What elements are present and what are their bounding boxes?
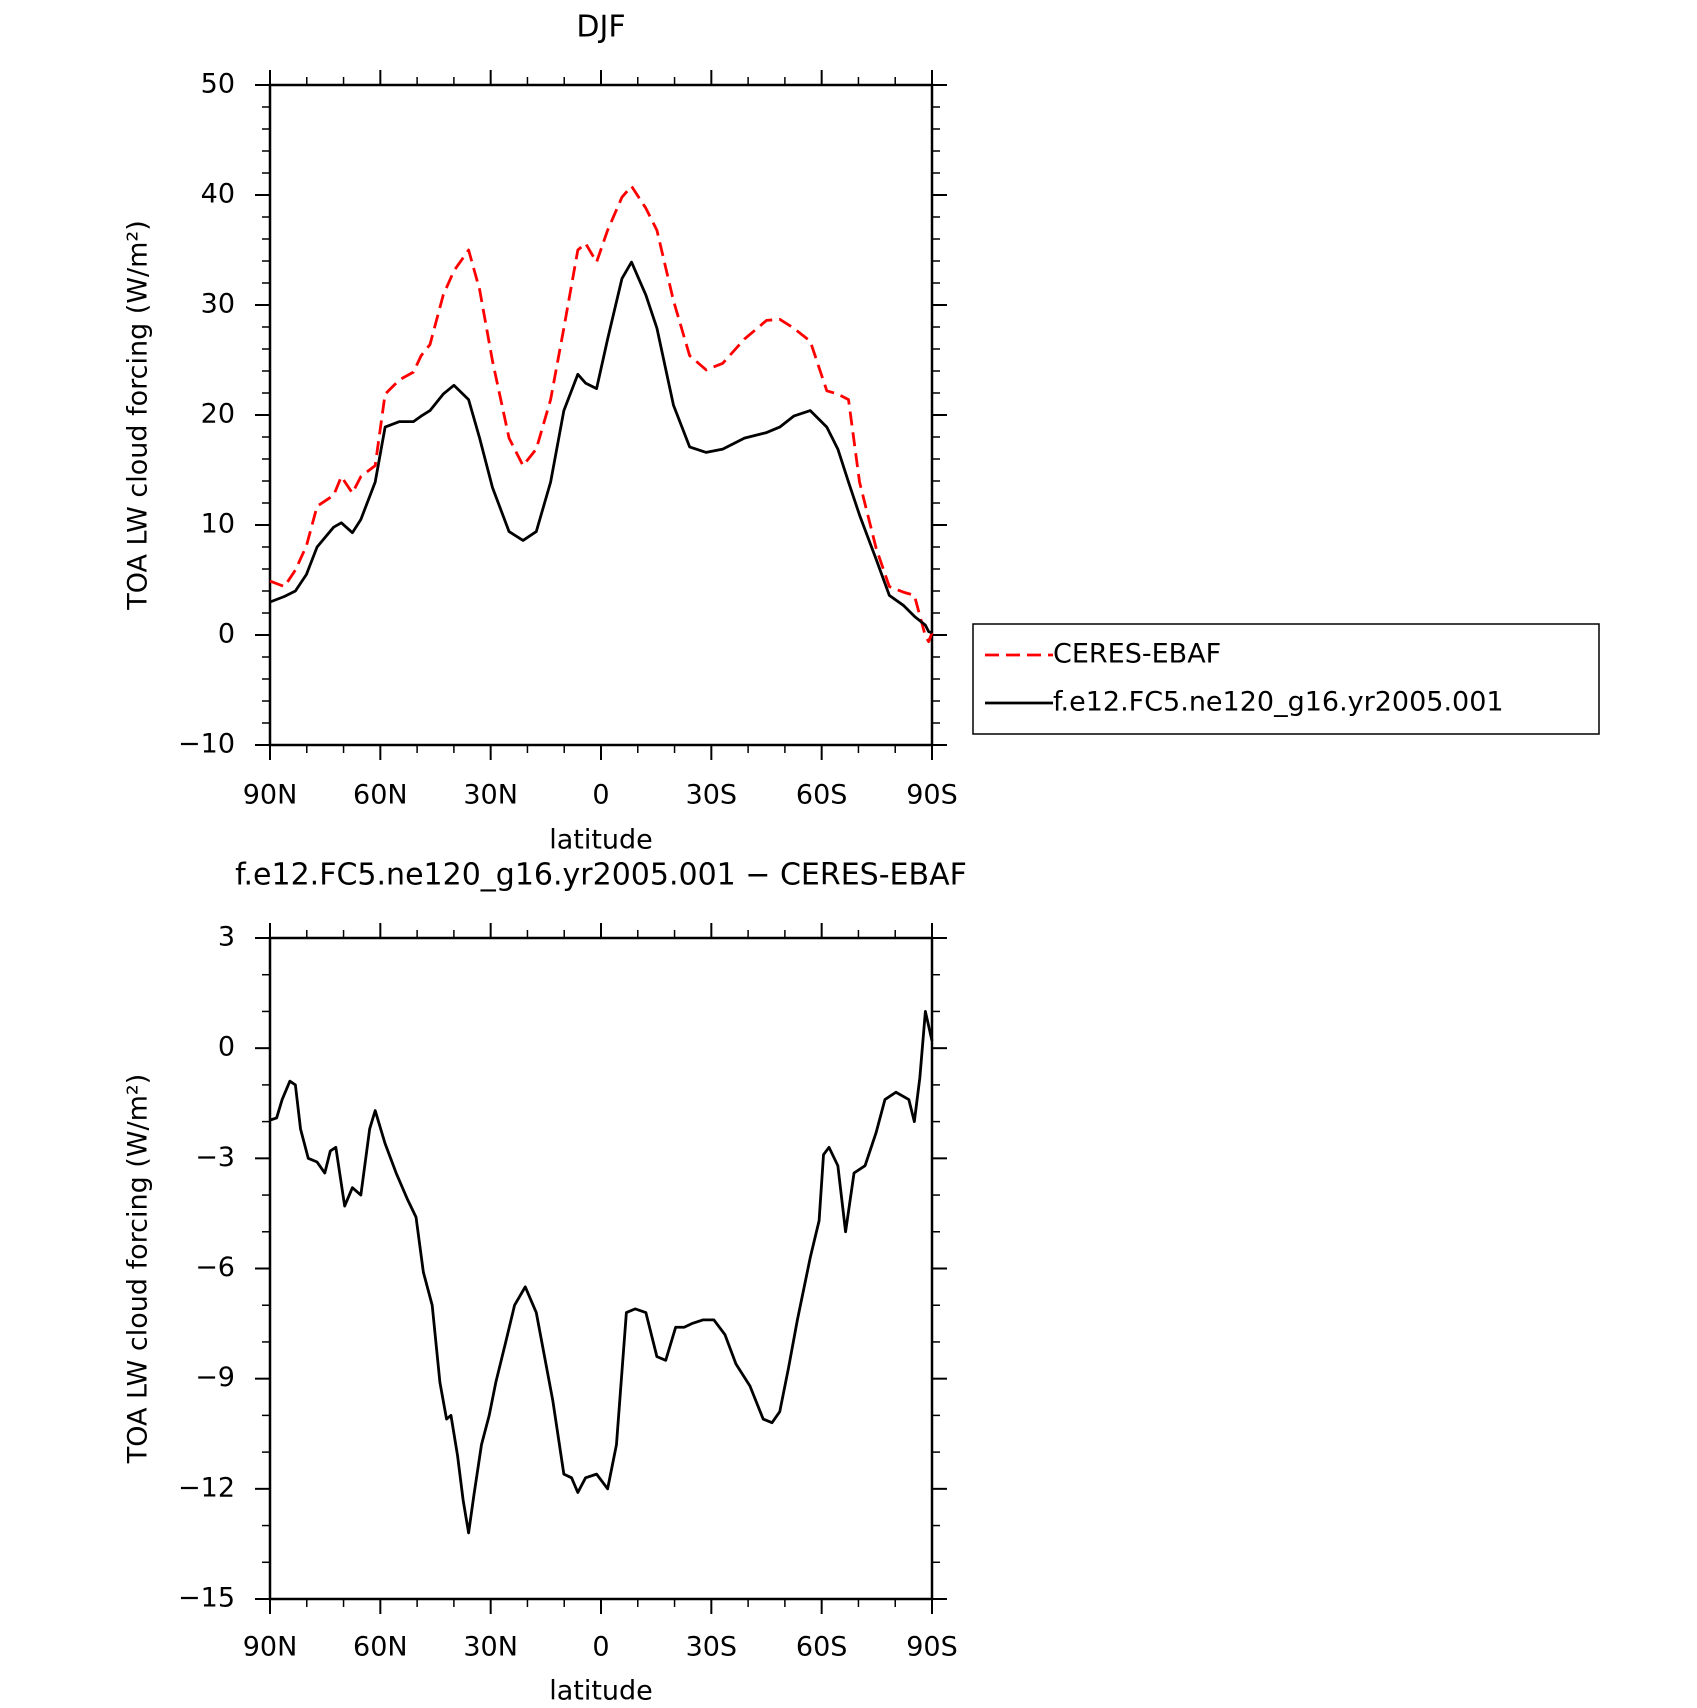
x-tick-label: 60S <box>796 780 848 811</box>
x-tick-label: 30S <box>686 780 738 811</box>
y-tick-label: 3 <box>218 922 235 953</box>
plot-frame <box>268 83 934 747</box>
y-tick-label: −6 <box>195 1252 235 1283</box>
plot-frame <box>268 936 934 1601</box>
x-axis-label: latitude <box>549 825 653 856</box>
x-tick-label: 30N <box>463 780 518 811</box>
y-tick-label: −12 <box>178 1472 235 1503</box>
x-tick-label: 90S <box>906 1632 958 1663</box>
y-axis-label: TOA LW cloud forcing (W/m²) <box>123 1074 154 1465</box>
y-tick-label: 50 <box>201 69 235 100</box>
y-tick-label: 10 <box>201 509 235 540</box>
y-axis-label: TOA LW cloud forcing (W/m²) <box>123 220 154 611</box>
y-tick-label: −3 <box>195 1142 235 1173</box>
x-tick-label: 60S <box>796 1632 848 1663</box>
y-tick-label: 20 <box>201 399 235 430</box>
x-tick-label: 90S <box>906 780 958 811</box>
legend-label: f.e12.FC5.ne120_g16.yr2005.001 <box>1053 687 1504 718</box>
y-tick-label: 0 <box>218 1032 235 1063</box>
y-tick-label: 0 <box>218 619 235 650</box>
x-tick-label: 0 <box>592 1632 609 1663</box>
legend-label: CERES-EBAF <box>1053 639 1221 670</box>
x-axis-label: latitude <box>549 1676 653 1707</box>
data-line <box>269 260 933 635</box>
x-tick-label: 60N <box>353 780 408 811</box>
y-tick-label: −9 <box>195 1362 235 1393</box>
chart-title: DJF <box>576 10 625 45</box>
x-tick-label: 30S <box>686 1632 738 1663</box>
x-tick-label: 90N <box>243 1632 298 1663</box>
legend-box <box>972 623 1600 735</box>
x-tick-label: 30N <box>463 1632 518 1663</box>
x-tick-label: 90N <box>243 780 298 811</box>
y-tick-label: −10 <box>178 729 235 760</box>
data-line <box>269 1010 934 1535</box>
y-tick-label: 40 <box>201 179 235 210</box>
x-tick-label: 60N <box>353 1632 408 1663</box>
y-tick-label: 30 <box>201 289 235 320</box>
chart-title: f.e12.FC5.ne120_g16.yr2005.001 − CERES-E… <box>235 858 967 893</box>
data-line <box>269 184 934 643</box>
y-tick-label: −15 <box>178 1583 235 1614</box>
x-tick-label: 0 <box>592 780 609 811</box>
